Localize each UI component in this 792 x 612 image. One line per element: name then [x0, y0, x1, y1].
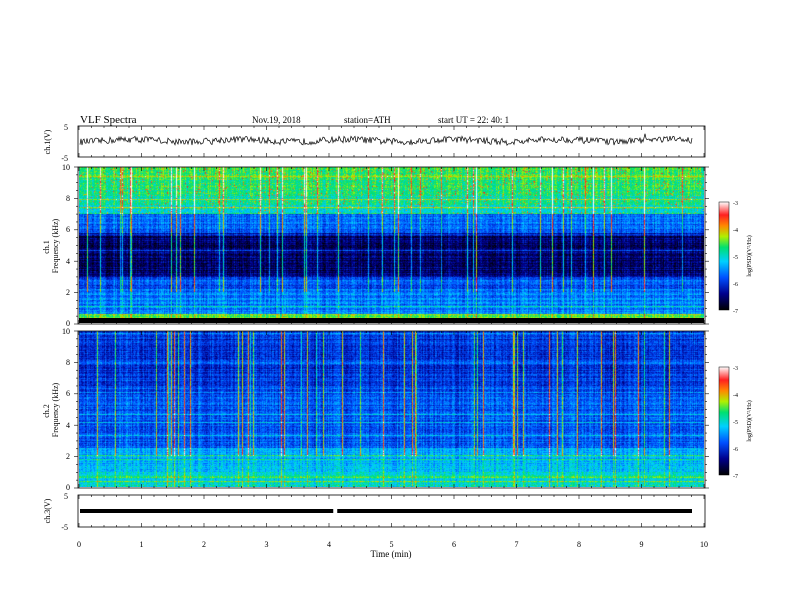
ch2-freq-ytick-6: 6: [66, 389, 70, 398]
ch1-colorbar-label: log(PSD)(V²/Hz): [746, 235, 753, 276]
ch1-freq-ytick-2: 2: [66, 288, 70, 297]
ch3-trace-segment-0: [80, 509, 334, 513]
time-tick-label-3: 3: [265, 540, 269, 549]
ch1-spectrogram-panel: 0 2 4 6 8 10 ch.1 Frequency (kHz) -3 -4 …: [42, 163, 753, 328]
time-tick-label-10: 10: [700, 540, 708, 549]
ch1-freq-ylabel: ch.1 Frequency (kHz): [42, 218, 60, 273]
time-tick-label-5: 5: [390, 540, 394, 549]
ch2-spectrogram-image: [79, 331, 704, 487]
time-tick-label-9: 9: [640, 540, 644, 549]
ch2-colorbar-tick-m6: -6: [733, 447, 738, 453]
ch1-colorbar: [718, 201, 730, 311]
time-axis: Time (min) 0 1 2 3 4 5 6 7 8 9 10: [77, 540, 708, 559]
ch1-voltage-ytick-top: 5: [64, 123, 68, 132]
time-tick-label-6: 6: [452, 540, 456, 549]
ch2-spectrogram-panel: 0 2 4 6 8 10 ch.2 Frequency (kHz) -3 -4 …: [42, 327, 753, 492]
ch1-voltage-ytick-bottom: -5: [61, 154, 68, 163]
ch1-freq-ytick-4: 4: [66, 257, 70, 266]
ch3-voltage-ytick-bottom: -5: [61, 523, 68, 532]
ch1-colorbar-tick-m7: -7: [733, 309, 738, 315]
time-tick-label-2: 2: [202, 540, 206, 549]
ch1-colorbar-tick-m6: -6: [733, 282, 738, 288]
ch2-colorbar-tick-m7: -7: [733, 474, 738, 480]
ch2-colorbar: [718, 366, 730, 476]
start-time-label: start UT = 22: 40: 1: [438, 115, 509, 125]
ch2-colorbar-tick-m3: -3: [733, 366, 738, 372]
ch3-voltage-ylabel: ch.3(V): [43, 498, 52, 523]
ch2-freq-ylabel-line1: ch.2: [42, 404, 51, 418]
ch2-freq-ytick-8: 8: [66, 358, 70, 367]
time-axis-label: Time (min): [371, 549, 412, 559]
ch1-freq-ylabel-line2: Frequency (kHz): [51, 218, 60, 273]
date-label: Nov.19, 2018: [252, 115, 301, 125]
station-label: station=ATH: [344, 115, 391, 125]
ch3-voltage-trace: [80, 509, 692, 513]
ch3-voltage-ytick-top: 5: [64, 492, 68, 501]
ch1-voltage-trace: [79, 133, 693, 146]
ch1-low-frequency-band: [79, 318, 704, 323]
ch2-freq-ytick-10: 10: [62, 327, 70, 336]
ch2-freq-ylabel: ch.2 Frequency (kHz): [42, 382, 60, 437]
ch1-freq-ytick-10: 10: [62, 163, 70, 172]
ch1-freq-ylabel-line1: ch.1: [42, 240, 51, 254]
ch1-colorbar-tick-m4: -4: [733, 228, 738, 234]
ch1-colorbar-tick-m5: -5: [733, 255, 738, 261]
time-tick-label-7: 7: [515, 540, 519, 549]
ch1-colorbar-tick-m3: -3: [733, 201, 738, 207]
ch2-freq-ytick-2: 2: [66, 452, 70, 461]
ch1-freq-ytick-6: 6: [66, 225, 70, 234]
ch2-colorbar-tick-m4: -4: [733, 393, 738, 399]
ch2-freq-ytick-4: 4: [66, 421, 70, 430]
time-tick-label-1: 1: [140, 540, 144, 549]
ch2-colorbar-tick-m5: -5: [733, 420, 738, 426]
ch2-freq-ylabel-line2: Frequency (kHz): [51, 382, 60, 437]
ch3-voltage-panel: 5 -5 ch.3(V): [43, 492, 706, 532]
ch3-trace-segment-1: [337, 509, 692, 513]
axis-tick-marks: [74, 126, 709, 527]
time-tick-label-0: 0: [77, 540, 81, 549]
ch1-freq-ytick-8: 8: [66, 194, 70, 203]
ch1-freq-ytick-0: 0: [66, 319, 70, 328]
time-tick-label-4: 4: [327, 540, 331, 549]
figure-title: VLF Spectra: [80, 114, 137, 126]
ch2-colorbar-label: log(PSD)(V²/Hz): [746, 400, 753, 441]
ch1-spectrogram-image: [79, 167, 704, 323]
ch2-freq-ytick-0: 0: [66, 483, 70, 492]
time-tick-label-8: 8: [577, 540, 581, 549]
ch1-voltage-ylabel: ch.1(V): [43, 129, 52, 154]
ch1-voltage-panel: 5 -5 ch.1(V): [43, 123, 706, 163]
